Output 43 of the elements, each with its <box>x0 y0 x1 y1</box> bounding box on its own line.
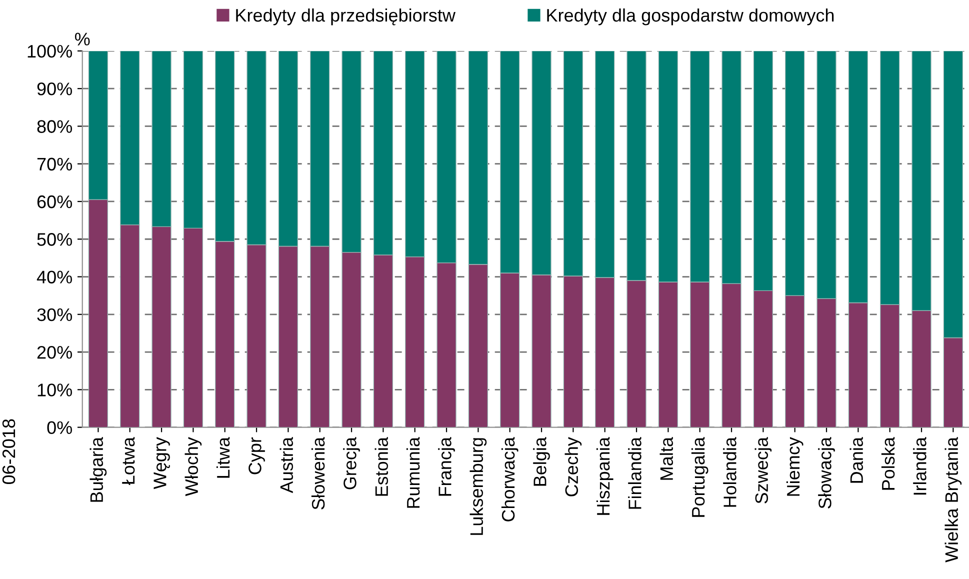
x-tick-label: Luksemburg <box>470 438 487 535</box>
x-tick-label: Irlandia <box>913 437 926 495</box>
x-tick-label: Cypr <box>248 437 265 474</box>
x-tick-label: Francja <box>438 437 455 496</box>
x-tick-label: Szwecja <box>754 437 772 504</box>
y-tick-label: 50% <box>37 233 72 246</box>
x-tick-label: Portugalia <box>691 437 708 517</box>
x-tick-label: Estonia <box>374 437 388 496</box>
x-tick-label: Malta <box>660 437 674 480</box>
text: 06-2018 <box>2 419 16 484</box>
x-tick-label: Rumunia <box>406 437 420 508</box>
x-tick-label: Włochy <box>184 437 202 496</box>
x-tick-label: Wielka Brytania <box>944 437 962 562</box>
y-tick-label: 20% <box>37 346 72 359</box>
y-tick-label: 30% <box>37 308 72 322</box>
x-tick-label: Polska <box>881 437 895 490</box>
legend-label: Kredyty dla przedsiębiorstw <box>236 8 456 26</box>
x-tick-label: Austria <box>280 437 294 494</box>
y-tick-label: 60% <box>37 195 72 208</box>
x-tick-label: Litwa <box>216 437 230 478</box>
x-tick-label: Dania <box>850 437 864 483</box>
x-tick-label: Łotwa <box>122 437 135 486</box>
x-tick-label: Bułgaria <box>90 437 107 502</box>
x-tick-label: Czechy <box>564 437 582 496</box>
x-tick-label: Niemcy <box>786 437 804 496</box>
y-tick-label: 100% <box>28 44 72 58</box>
x-tick-label: Hiszpania <box>596 437 614 515</box>
x-tick-label: Finlandia <box>628 437 642 509</box>
y-tick-label: 70% <box>37 158 72 171</box>
x-tick-label: Słowacja <box>818 437 835 508</box>
x-tick-label: Grecja <box>343 437 360 490</box>
legend-label: Kredyty dla gospodarstw domowych <box>547 8 834 26</box>
y-tick-label: 80% <box>37 120 72 133</box>
x-tick-label: Belgia <box>533 437 550 486</box>
x-tick-label: Holandia <box>723 437 736 507</box>
y-tick-label: 90% <box>37 82 72 96</box>
y-tick-label: 40% <box>36 270 72 284</box>
y-tick-label: 0% <box>47 421 72 434</box>
y-axis-title: % <box>74 32 90 46</box>
y-tick-label: 10% <box>38 384 72 396</box>
x-tick-label: Słowenia <box>311 437 325 510</box>
x-tick-label: Chorwacja <box>501 437 518 522</box>
x-tick-label: Węgry <box>154 437 170 490</box>
